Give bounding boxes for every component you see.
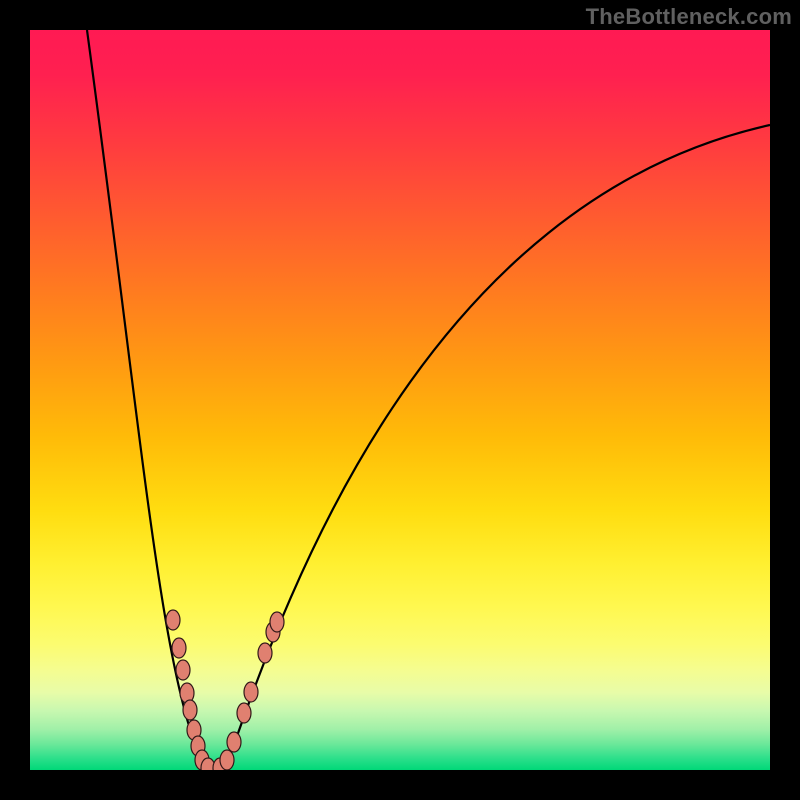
watermark-text: TheBottleneck.com — [586, 4, 792, 30]
data-marker — [244, 682, 258, 702]
data-marker — [270, 612, 284, 632]
chart-frame: TheBottleneck.com — [0, 0, 800, 800]
plot-svg — [30, 30, 770, 770]
gradient-background — [30, 30, 770, 770]
data-marker — [220, 750, 234, 770]
data-marker — [176, 660, 190, 680]
data-marker — [172, 638, 186, 658]
data-marker — [237, 703, 251, 723]
data-marker — [227, 732, 241, 752]
data-marker — [166, 610, 180, 630]
data-marker — [258, 643, 272, 663]
plot-area — [30, 30, 770, 770]
data-marker — [183, 700, 197, 720]
